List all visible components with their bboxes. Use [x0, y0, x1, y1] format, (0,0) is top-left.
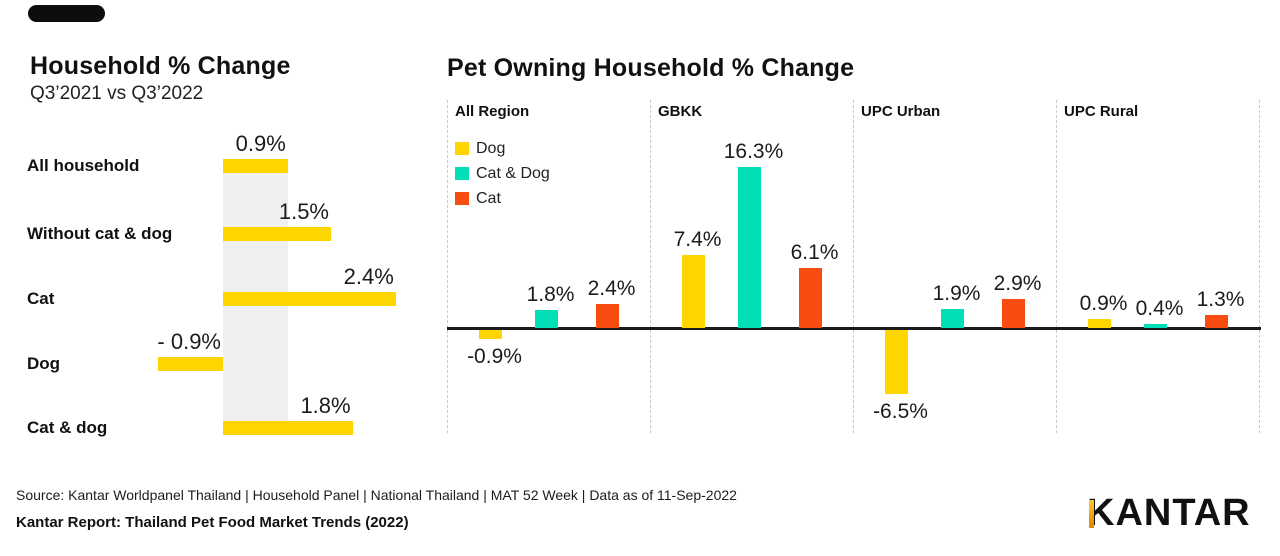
kantar-logo: KANTAR — [1087, 492, 1251, 534]
value-label: 2.4% — [343, 264, 394, 289]
legend-swatch-cat-dog — [455, 167, 469, 180]
value-label: 2.9% — [993, 272, 1042, 296]
category-label: Cat & dog — [27, 418, 108, 437]
category-label: Cat — [27, 289, 55, 308]
left-chart-subtitle: Q3’2021 vs Q3’2022 — [30, 83, 204, 104]
value-label: 0.4% — [1135, 297, 1184, 321]
region-header-all-region: All Region — [455, 103, 530, 120]
hbar-dog — [158, 357, 223, 371]
vbar-dog — [1088, 319, 1111, 328]
hbar-cat-dog — [223, 421, 353, 435]
value-label: -6.5% — [873, 400, 928, 424]
vbar-dog — [682, 254, 705, 328]
right-chart-title: Pet Owning Household % Change — [447, 54, 855, 82]
value-label: 1.8% — [526, 283, 575, 307]
value-label: -0.9% — [467, 344, 522, 368]
value-label: 7.4% — [673, 227, 722, 251]
vbar-cat-dog — [535, 310, 558, 328]
value-label: 1.5% — [278, 199, 329, 224]
hbar-all-household — [223, 159, 288, 173]
vbar-dog — [479, 330, 502, 339]
value-label: 1.8% — [300, 393, 351, 418]
value-label: 6.1% — [790, 240, 839, 264]
value-label: 0.9% — [1079, 292, 1128, 316]
panel-separator — [447, 100, 448, 433]
kantar-logo-gold-stem-icon — [1089, 500, 1094, 528]
value-label: - 0.9% — [157, 329, 221, 354]
hbar-without-cat-dog — [223, 227, 331, 241]
vbar-cat — [596, 304, 619, 328]
vbar-cat-dog — [941, 309, 964, 328]
hbar-cat — [223, 292, 396, 306]
legend-label: Dog — [476, 140, 506, 157]
panel-separator — [1056, 100, 1057, 433]
category-label: Dog — [27, 354, 61, 373]
vbar-cat-dog — [738, 166, 761, 328]
value-label: 2.4% — [587, 277, 636, 301]
vbar-cat — [799, 267, 822, 328]
vbar-cat — [1002, 299, 1025, 328]
legend-swatch-dog — [455, 142, 469, 155]
value-label: 1.3% — [1196, 288, 1245, 312]
footer-report-text: Kantar Report: Thailand Pet Food Market … — [16, 514, 409, 531]
panel-separator — [853, 100, 854, 433]
category-label: Without cat & dog — [27, 224, 173, 243]
left-chart-title: Household % Change — [30, 52, 291, 80]
legend-swatch-cat — [455, 192, 469, 205]
value-label: 1.9% — [932, 282, 981, 306]
region-header-gbkk: GBKK — [658, 103, 703, 120]
region-header-upc-urban: UPC Urban — [861, 103, 941, 120]
legend-label: Cat & Dog — [476, 165, 550, 182]
panel-separator — [650, 100, 651, 433]
value-label: 16.3% — [723, 139, 784, 163]
region-header-upc-rural: UPC Rural — [1064, 103, 1139, 120]
masked-logo — [28, 5, 105, 22]
vbar-dog — [885, 330, 908, 395]
x-axis-line — [447, 327, 1261, 330]
vbar-cat-dog — [1144, 324, 1167, 328]
category-label: All household — [27, 156, 140, 175]
legend-label: Cat — [476, 190, 501, 207]
footer-source-text: Source: Kantar Worldpanel Thailand | Hou… — [16, 487, 737, 503]
panel-separator — [1259, 100, 1260, 433]
vbar-cat — [1205, 315, 1228, 328]
value-label: 0.9% — [235, 131, 286, 156]
